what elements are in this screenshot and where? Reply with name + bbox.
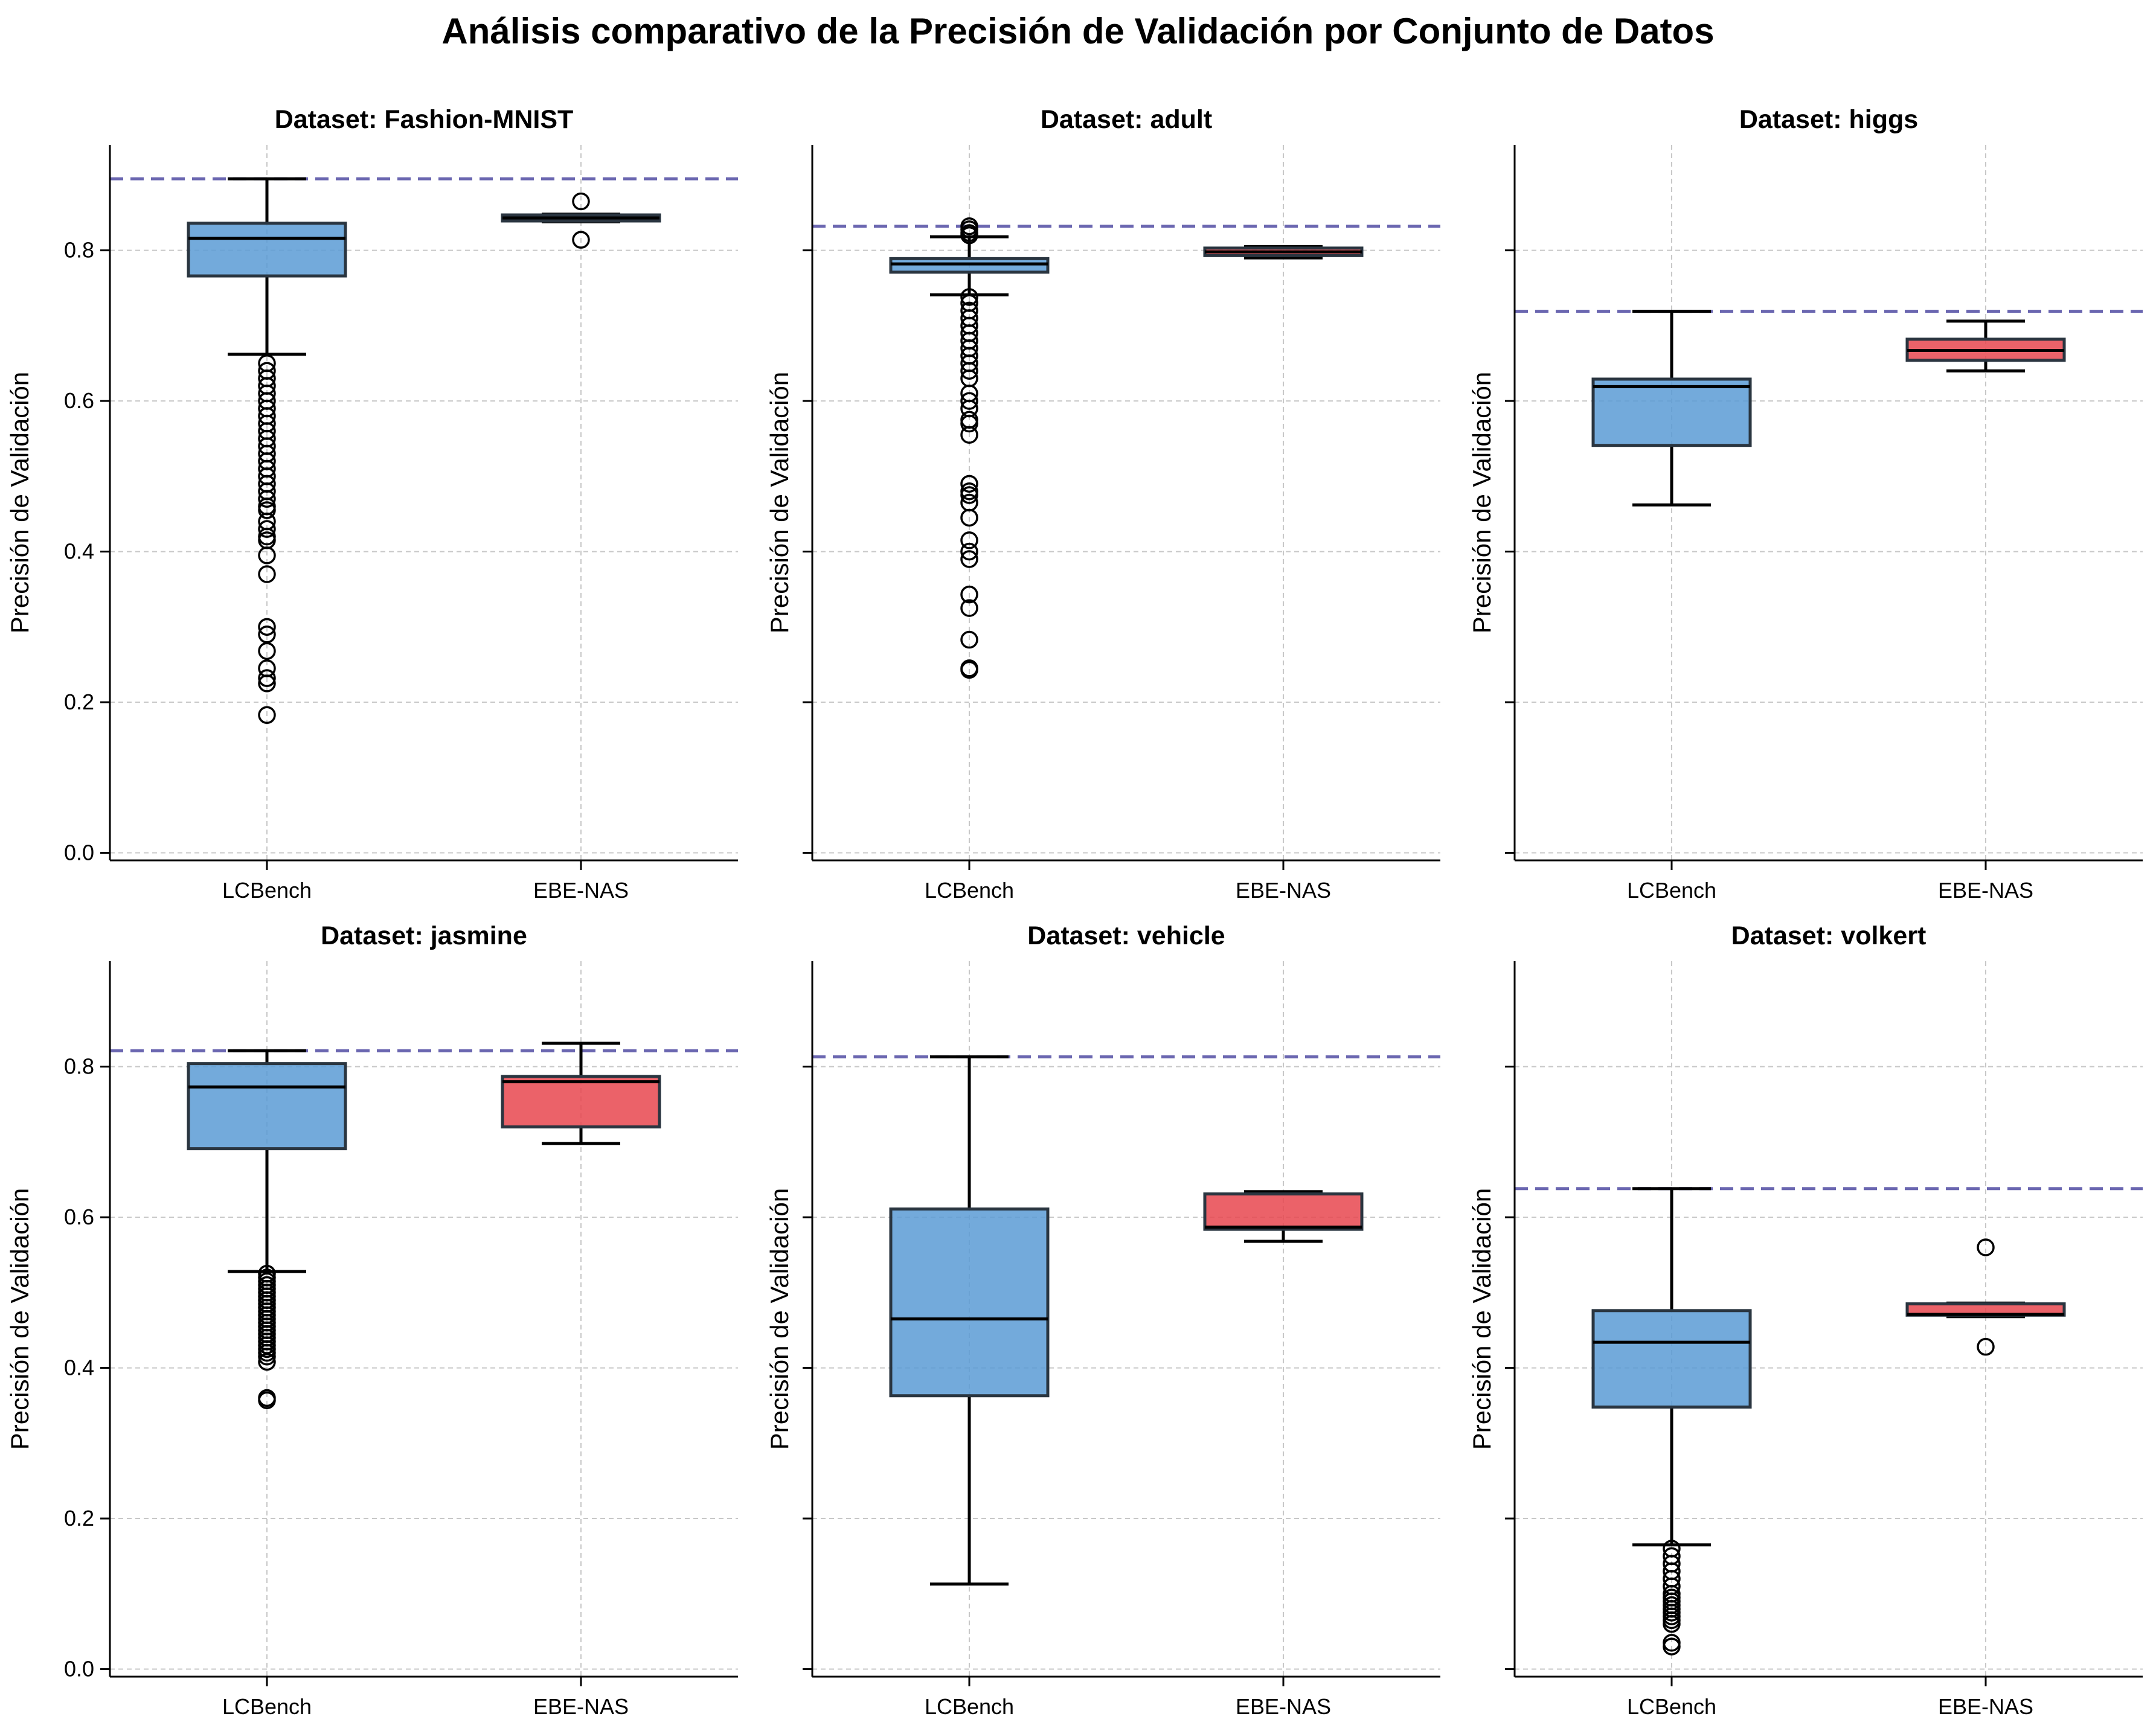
x-tick-label: EBE-NAS [1236,878,1331,903]
panel-6: LCBench EBE-NAS Dataset: volkert Precisión … [1468,921,2143,1719]
flier-point [960,426,978,444]
flier-point [960,630,978,649]
figure-title: Análisis comparativo de la Precisión de … [441,11,1714,51]
panel-2: LCBench EBE-NAS Dataset: adult Precisión de… [765,105,1440,903]
panel-title: Dataset: volkert [1731,921,1927,950]
flier-point [1663,1637,1681,1656]
box-lcbench [187,177,347,725]
x-tick-label: LCBench [1627,1694,1716,1719]
iqr-box [1591,377,1752,447]
x-tick-label: LCBench [1627,878,1716,903]
box-ebe-nas [1905,1238,2066,1356]
box-ebe-nas [1905,319,2066,373]
panels: 0.0 0.2 0.4 0.6 0.8 LCBench EBE-NAS Dataset: Fa… [5,105,2143,1719]
y-tick-label: 0.0 [64,1657,94,1681]
panel-title: Dataset: Fashion-MNIST [275,105,574,134]
y-tick-label: 0.6 [64,388,94,413]
iqr-box [501,1075,661,1128]
panel-4: 0.0 0.2 0.4 0.6 0.8 LCBench EBE-NAS Dataset: ja… [5,921,738,1719]
y-tick-label: 0.4 [64,1355,94,1380]
box-lcbench [889,217,1050,679]
flier-point [258,546,276,565]
x-tick-label: EBE-NAS [533,1694,629,1719]
iqr-box [1591,1309,1752,1409]
box-lcbench [1591,310,1752,507]
flier-point [960,585,978,604]
flier-point [1977,1337,1995,1356]
flier-point [960,414,978,433]
flier-point [258,1348,276,1366]
y-tick-label: 0.0 [64,840,94,865]
iqr-box [1203,1192,1364,1231]
iqr-box [187,1062,347,1151]
panel-title: Dataset: adult [1041,105,1212,134]
y-tick-label: 0.8 [64,238,94,263]
flier-point [572,231,590,249]
box-lcbench [1591,1187,1752,1656]
y-tick-label: 0.4 [64,539,94,564]
flier-point [258,642,276,660]
flier-point [960,362,978,380]
y-tick-label: 0.8 [64,1054,94,1079]
flier-point [258,706,276,725]
flier-point [258,501,276,519]
box-ebe-nas [1203,1190,1364,1243]
flier-point [960,508,978,527]
flier-point [960,661,978,679]
panel-1: 0.0 0.2 0.4 0.6 0.8 LCBench EBE-NAS Dataset: Fa… [5,105,738,903]
y-tick-label: 0.2 [64,690,94,714]
flier-point [960,475,978,493]
flier-point [1663,1614,1681,1633]
flier-point [1977,1238,1995,1256]
panel-title: Dataset: vehicle [1027,921,1225,950]
panel-title: Dataset: jasmine [321,921,527,950]
y-axis-label: Precisión de Validación [5,1188,34,1450]
flier-point [960,226,978,245]
flier-point [960,599,978,617]
flier-point [960,486,978,504]
flier-point [960,288,978,306]
iqr-box [889,1207,1050,1398]
x-tick-label: EBE-NAS [533,878,629,903]
flier-point [258,565,276,583]
box-ebe-nas [501,1041,661,1145]
flier-point [258,674,276,693]
x-tick-label: LCBench [222,878,312,903]
y-tick-label: 0.6 [64,1205,94,1229]
box-lcbench [889,1055,1050,1586]
panel-title: Dataset: higgs [1739,105,1918,134]
flier-point [960,550,978,568]
x-tick-label: EBE-NAS [1236,1694,1331,1719]
x-tick-label: LCBench [925,878,1014,903]
x-tick-label: EBE-NAS [1938,878,2033,903]
y-axis-label: Precisión de Validación [765,1188,794,1450]
y-axis-label: Precisión de Validación [1468,372,1496,633]
flier-point [258,618,276,636]
flier-point [960,392,978,410]
flier-point [960,542,978,561]
flier-point [258,520,276,538]
flier-point [258,1391,276,1409]
y-tick-label: 0.2 [64,1506,94,1531]
x-tick-label: EBE-NAS [1938,1694,2033,1719]
y-axis-label: Precisión de Validación [765,372,794,633]
flier-point [258,1352,276,1371]
flier-point [258,669,276,687]
panel-3: LCBench EBE-NAS Dataset: higgs Precisión de… [1468,105,2143,903]
flier-point [258,490,276,508]
y-axis-label: Precisión de Validación [5,372,34,633]
x-tick-label: LCBench [925,1694,1014,1719]
x-tick-label: LCBench [222,1694,312,1719]
iqr-box [187,222,347,278]
box-ebe-nas [501,192,661,249]
panel-5: LCBench EBE-NAS Dataset: vehicle Precisión … [765,921,1440,1719]
y-axis-label: Precisión de Validación [1468,1188,1496,1450]
flier-point [960,531,978,549]
flier-point [572,192,590,211]
box-ebe-nas [1203,245,1364,260]
box-lcbench [187,1049,347,1409]
